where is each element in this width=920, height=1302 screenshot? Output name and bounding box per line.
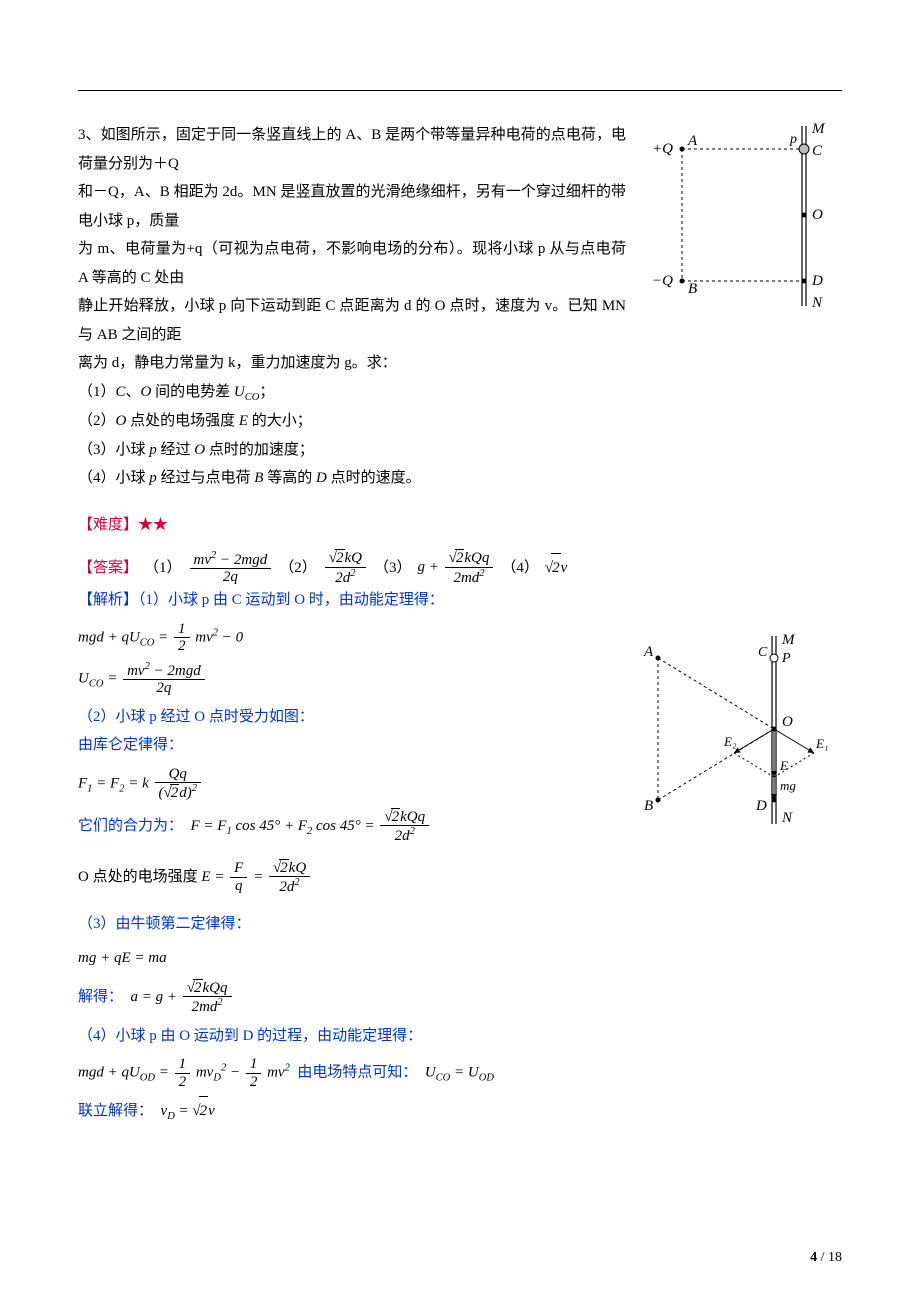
question-4: （4）小球 p 经过与点电荷 B 等高的 D 点时的速度。 <box>78 464 842 493</box>
fig1-label-M: M <box>811 121 826 137</box>
answer-3-label: （3） <box>374 554 412 583</box>
answer-line: 【答案】 （1） mv2 − 2mgd 2q （2） 2kQ 2d2 （3） g… <box>78 549 842 586</box>
svg-text:E₁: E₁ <box>815 736 828 751</box>
problem-line: 离为 d，静电力常量为 k，重力加速度为 g。求： <box>78 349 842 378</box>
fig1-label-A: A <box>687 133 698 149</box>
svg-text:A: A <box>643 644 654 660</box>
difficulty-stars: ★★ <box>138 517 168 533</box>
svg-text:C: C <box>758 645 768 660</box>
eq-OD: mgd + qUOD = 12 mvD2 − 12 mv2 由电场特点可知： U… <box>78 1056 842 1090</box>
question-3: （3）小球 p 经过 O 点时的加速度； <box>78 436 842 465</box>
fig1-label-D: D <box>811 273 823 289</box>
fig1-label-minusQ: −Q <box>652 273 673 289</box>
svg-text:M: M <box>781 632 796 648</box>
figure-2: M C P A O E₁ E₂ E mg B D N <box>632 630 842 830</box>
answer-2-label: （2） <box>279 554 317 583</box>
top-rule <box>78 90 842 91</box>
eq-newton2: mg + qE = ma <box>78 944 842 973</box>
svg-text:B: B <box>644 798 653 814</box>
answer-3-formula: g + 2kQq 2md2 <box>418 549 496 586</box>
fig1-label-p: p <box>789 132 797 147</box>
answer-1-label: （1） <box>144 554 182 583</box>
answer-1-formula: mv2 − 2mgd 2q <box>190 550 272 586</box>
fig1-label-O: O <box>812 207 823 223</box>
fig1-label-C: C <box>812 143 823 159</box>
difficulty-line: 【难度】★★ <box>78 511 842 540</box>
svg-text:D: D <box>755 798 767 814</box>
svg-text:O: O <box>782 714 793 730</box>
eq-field: O 点处的电场强度 E = Fq = 2kQ2d2 <box>78 859 842 896</box>
eq-acceleration: 解得： a = g + 2kQq2md2 <box>78 979 842 1016</box>
eq-vD: 联立解得： vD = 2v <box>78 1096 842 1127</box>
solution-intro-3: （3）由牛顿第二定律得： <box>78 910 842 939</box>
svg-text:N: N <box>781 810 793 826</box>
svg-text:E: E <box>779 758 788 773</box>
difficulty-label: 【难度】 <box>78 517 138 533</box>
answer-label: 【答案】 <box>78 554 138 583</box>
svg-text:mg: mg <box>780 778 796 793</box>
page-number: 4 <box>810 1250 817 1265</box>
question-1: （1）C、O 间的电势差 UCO； <box>78 378 842 408</box>
page-container: M p C A +Q O B −Q D N 3、如图所示，固定于同一条竖直线上的… <box>0 0 920 1302</box>
question-2: （2）O 点处的电场强度 E 的大小； <box>78 407 842 436</box>
answer-4-label: （4） <box>501 554 539 583</box>
solution-intro-1: 【解析】（1）小球 p 由 C 运动到 O 时，由动能定理得： <box>78 586 842 615</box>
solution-intro-4: （4）小球 p 由 O 运动到 D 的过程，由动能定理得： <box>78 1022 842 1051</box>
page-footer: 4 / 18 <box>810 1245 842 1272</box>
fig1-label-plusQ: +Q <box>652 141 673 157</box>
figure-1: M p C A +Q O B −Q D N <box>642 121 842 311</box>
svg-text:E₂: E₂ <box>723 734 737 749</box>
page-total: 18 <box>828 1250 842 1265</box>
fig1-label-B: B <box>688 281 697 297</box>
fig1-label-N: N <box>811 295 823 311</box>
answer-2-formula: 2kQ 2d2 <box>325 549 366 586</box>
answer-4-formula: 2v <box>545 553 567 583</box>
svg-text:P: P <box>781 651 791 666</box>
